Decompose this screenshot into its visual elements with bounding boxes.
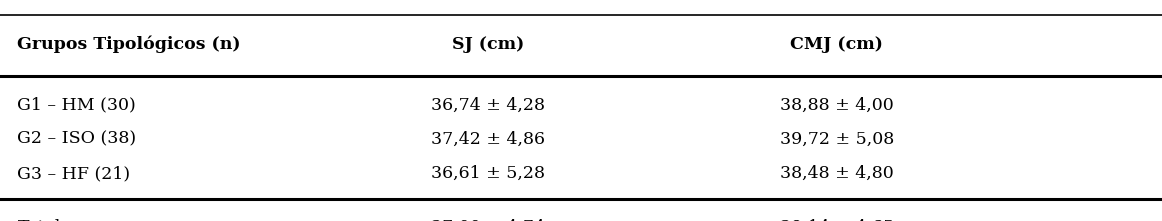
Text: 36,61 ± 5,28: 36,61 ± 5,28 [431,165,545,182]
Text: 37,00 ± 4,74: 37,00 ± 4,74 [431,219,545,221]
Text: Grupos Tipológicos (n): Grupos Tipológicos (n) [17,35,241,53]
Text: 36,74 ± 4,28: 36,74 ± 4,28 [431,97,545,113]
Text: 37,42 ± 4,86: 37,42 ± 4,86 [431,131,545,148]
Text: G1 – HM (30): G1 – HM (30) [17,97,136,113]
Text: SJ (cm): SJ (cm) [452,36,524,53]
Text: 38,48 ± 4,80: 38,48 ± 4,80 [780,165,894,182]
Text: Total: Total [17,219,60,221]
Text: G3 – HF (21): G3 – HF (21) [17,165,130,182]
Text: G2 – ISO (38): G2 – ISO (38) [17,131,137,148]
Text: CMJ (cm): CMJ (cm) [790,36,883,53]
Text: 39,14 ± 4,65: 39,14 ± 4,65 [780,219,894,221]
Text: 39,72 ± 5,08: 39,72 ± 5,08 [780,131,894,148]
Text: 38,88 ± 4,00: 38,88 ± 4,00 [780,97,894,113]
